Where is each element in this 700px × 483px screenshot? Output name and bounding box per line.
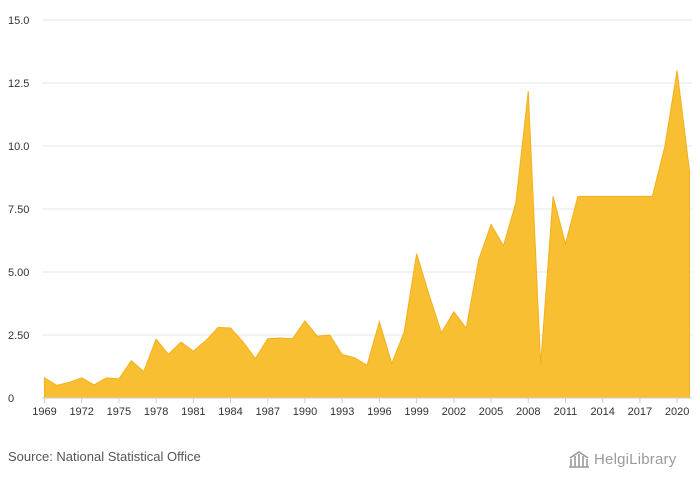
x-tick-label: 2008 bbox=[516, 406, 540, 418]
y-tick-label: 2.50 bbox=[8, 330, 29, 342]
y-tick-label: 15.0 bbox=[8, 15, 29, 27]
x-axis-ticks: 1969 1972 1975 1978 1981 1984 1987 1990 1993 1996… bbox=[32, 398, 689, 418]
x-tick-label: 1978 bbox=[144, 406, 168, 418]
x-tick-label: 1975 bbox=[107, 406, 131, 418]
x-tick-label: 1981 bbox=[181, 406, 205, 418]
brand-logo[interactable]: HelgiLibrary bbox=[568, 448, 692, 470]
x-tick-label: 2005 bbox=[479, 406, 503, 418]
y-tick-label: 5.00 bbox=[8, 267, 29, 279]
x-tick-label: 2020 bbox=[665, 406, 689, 418]
x-tick-label: 1999 bbox=[404, 406, 428, 418]
x-tick-label: 1972 bbox=[69, 406, 93, 418]
source-note: Source: National Statistical Office bbox=[8, 449, 201, 464]
x-tick-label: 1993 bbox=[330, 406, 354, 418]
x-tick-label: 2002 bbox=[442, 406, 466, 418]
x-tick-label: 1969 bbox=[32, 406, 56, 418]
y-tick-label: 10.0 bbox=[8, 141, 29, 153]
x-tick-label: 2014 bbox=[590, 406, 614, 418]
x-tick-label: 2017 bbox=[628, 406, 652, 418]
library-building-icon bbox=[569, 451, 589, 468]
y-tick-label: 0 bbox=[8, 393, 14, 405]
x-tick-label: 2011 bbox=[554, 406, 578, 418]
y-tick-label: 7.50 bbox=[8, 204, 29, 216]
x-tick-label: 1984 bbox=[218, 406, 242, 418]
y-axis-ticks: 0 2.50 5.00 7.50 10.0 12.5 15.0 bbox=[8, 15, 29, 405]
x-tick-label: 1996 bbox=[367, 406, 391, 418]
brand-name: HelgiLibrary bbox=[594, 450, 677, 468]
x-tick-label: 1990 bbox=[293, 406, 317, 418]
series-area bbox=[43, 70, 691, 399]
x-tick-label: 1987 bbox=[256, 406, 280, 418]
y-tick-label: 12.5 bbox=[8, 78, 29, 90]
